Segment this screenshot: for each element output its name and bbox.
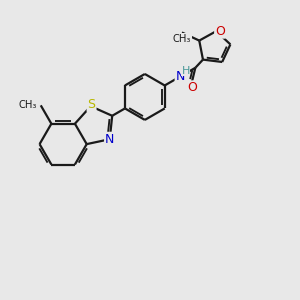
Text: O: O	[187, 81, 197, 94]
Text: CH₃: CH₃	[173, 34, 191, 44]
Text: H: H	[182, 66, 190, 76]
Text: N: N	[105, 133, 114, 146]
Text: N: N	[176, 70, 185, 83]
Text: S: S	[88, 98, 96, 111]
Text: CH₃: CH₃	[19, 100, 37, 110]
Text: O: O	[215, 25, 225, 38]
